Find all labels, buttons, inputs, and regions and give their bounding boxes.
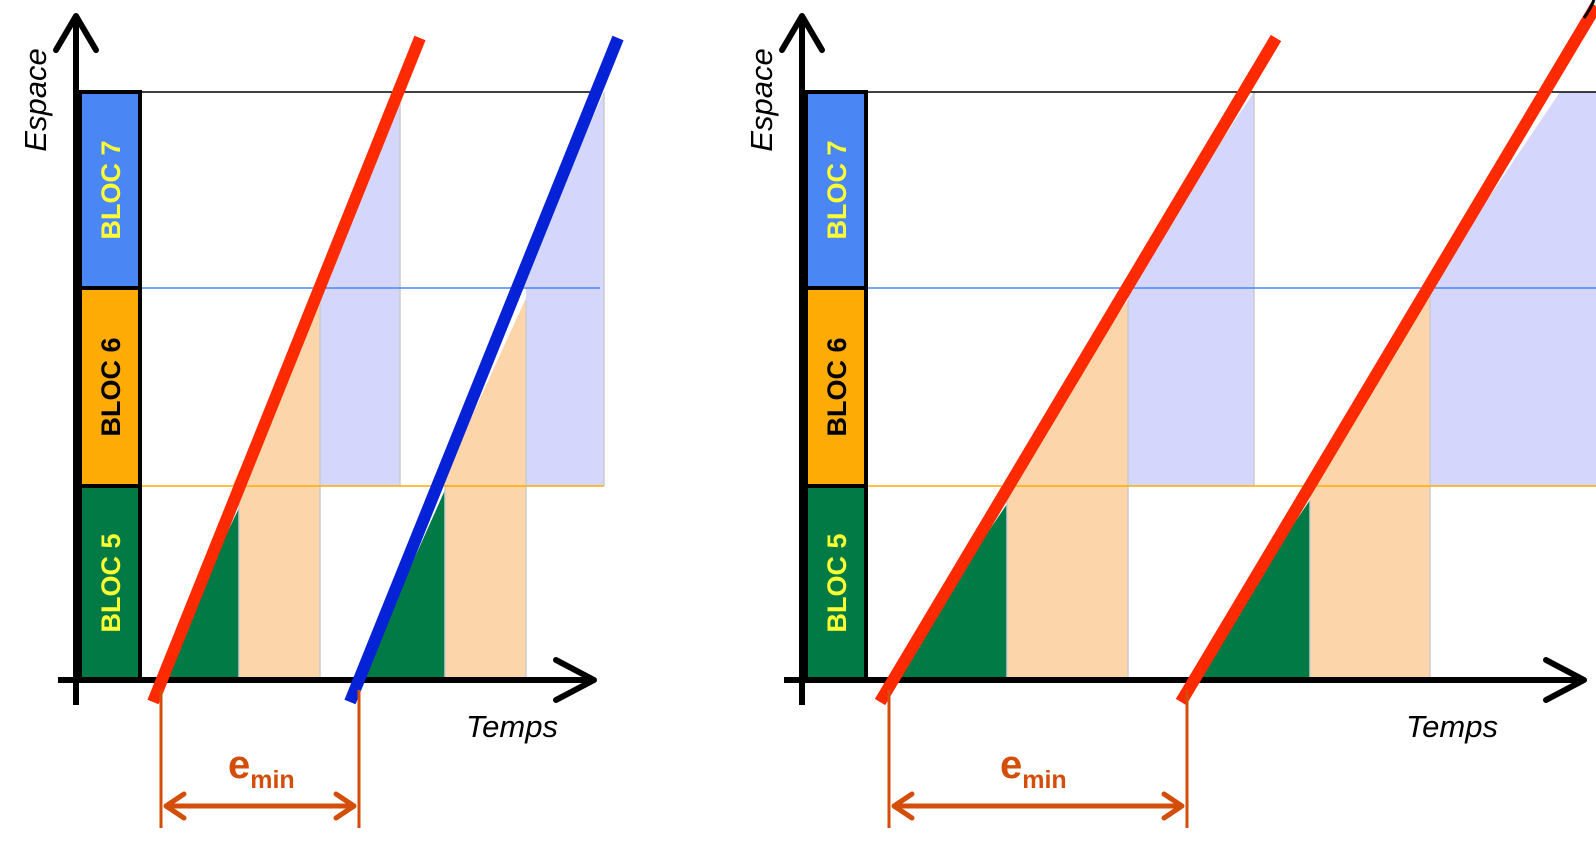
- right-red2-bloc6-occupancy: [1303, 296, 1430, 680]
- left-red-bloc6-occupancy: [232, 298, 320, 680]
- left-blue-trajectory: [344, 35, 624, 705]
- left-blue-bloc7-occupancy: [518, 92, 604, 486]
- left-panel: BLOC 7 BLOC 6 BLOC 5 Espace Temps emin: [18, 13, 624, 828]
- right-red-bloc7-occupancy: [1124, 92, 1254, 486]
- right-x-axis-arrow-icon: [1543, 657, 1587, 703]
- left-y-axis-arrow-icon: [53, 13, 99, 53]
- right-emin-subscript: min: [1022, 766, 1066, 794]
- right-y-axis-arrow-icon: [779, 13, 825, 53]
- left-red-bloc7-occupancy: [313, 92, 400, 486]
- right-emin-arrowhead-right-icon: [1161, 791, 1185, 821]
- right-emin-main: e: [1000, 743, 1022, 787]
- right-bloc6-label: BLOC 6: [822, 337, 852, 436]
- right-x-axis-label: Temps: [1406, 709, 1498, 744]
- right-bloc7-label: BLOC 7: [822, 140, 852, 239]
- right-corner-curve: [1582, 0, 1596, 19]
- right-red-bloc6-occupancy: [1003, 300, 1128, 680]
- right-bloc5-label: BLOC 5: [822, 533, 852, 632]
- left-emin-main: e: [228, 743, 250, 787]
- right-red-trajectory: [874, 34, 1282, 706]
- right-red2-trajectory: [1175, 2, 1596, 706]
- left-emin-label: emin: [228, 743, 295, 794]
- right-bloc5-bar: [804, 484, 868, 682]
- left-y-axis-label: Espace: [18, 48, 53, 151]
- left-x-axis-label: Temps: [466, 709, 558, 744]
- left-blue-bloc6-occupancy: [440, 298, 526, 680]
- right-red2-bloc7-occupancy: [1428, 92, 1596, 486]
- left-bloc7-bar: [78, 90, 142, 290]
- right-panel: BLOC 7 BLOC 6 BLOC 5 Espace Temps emin: [744, 0, 1596, 828]
- right-emin-label: emin: [1000, 743, 1067, 794]
- left-emin-subscript: min: [250, 766, 294, 794]
- left-emin-arrowhead-right-icon: [333, 791, 357, 821]
- left-bloc7-label: BLOC 7: [96, 140, 126, 239]
- left-red-trajectory: [147, 35, 426, 705]
- left-x-axis-arrow-icon: [553, 657, 597, 703]
- left-bloc6-label: BLOC 6: [96, 337, 126, 436]
- right-emin-arrowhead-left-icon: [891, 791, 915, 821]
- left-bloc5-label: BLOC 5: [96, 533, 126, 632]
- left-emin-arrowhead-left-icon: [163, 791, 187, 821]
- right-y-axis-label: Espace: [744, 48, 779, 151]
- right-bloc7-bar: [804, 90, 868, 290]
